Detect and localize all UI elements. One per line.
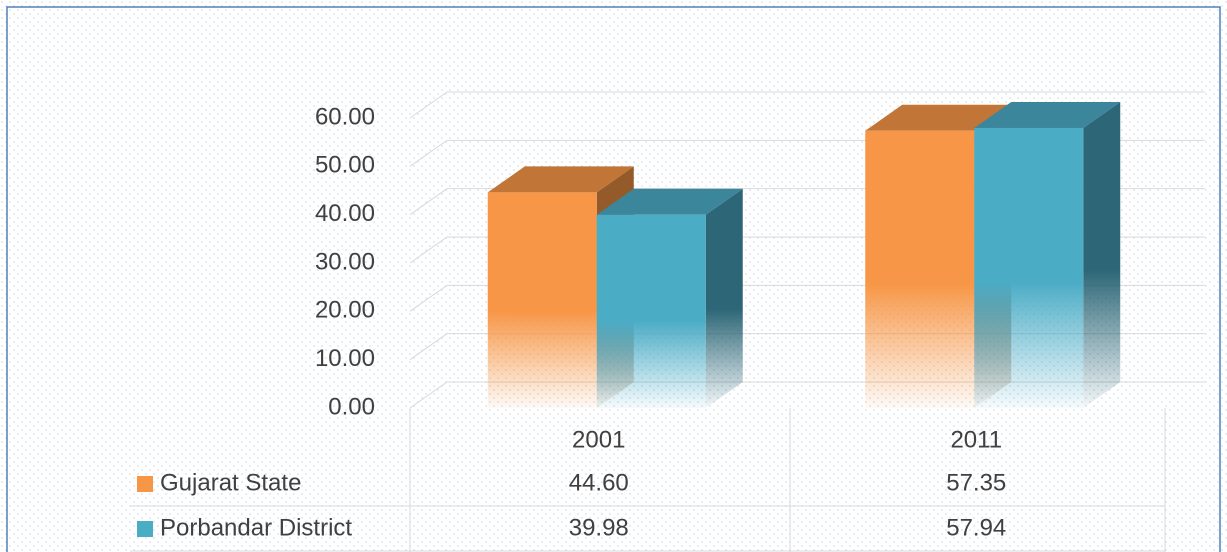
bar [865, 130, 975, 408]
y-tick-label: 20.00 [315, 297, 375, 324]
x-tick-label: 2011 [950, 426, 1002, 453]
bar-top [974, 101, 1121, 128]
y-tick-label: 50.00 [315, 152, 375, 179]
table-value: 57.35 [946, 469, 1006, 496]
y-tick-label: 0.00 [328, 393, 375, 420]
y-tick-label: 30.00 [315, 248, 375, 275]
bar-top [865, 104, 1012, 131]
legend-label: Porbandar District [160, 514, 352, 541]
bar-top [487, 166, 634, 193]
x-tick-label: 2001 [572, 426, 625, 453]
chart-border [6, 6, 1221, 552]
table-value: 39.98 [569, 514, 629, 541]
bar [974, 127, 1084, 408]
bar [487, 192, 597, 408]
bar-side [1083, 101, 1121, 408]
table-value: 57.94 [946, 514, 1006, 541]
bar-top [596, 188, 743, 215]
y-tick-label: 60.00 [315, 103, 375, 130]
legend-swatch [137, 521, 153, 537]
y-tick-label: 40.00 [315, 200, 375, 227]
legend-swatch [137, 476, 153, 492]
bar [596, 214, 706, 408]
legend-label: Gujarat State [160, 469, 301, 496]
y-tick-label: 10.00 [315, 345, 375, 372]
grid-line [409, 91, 1205, 119]
table-value: 44.60 [569, 469, 629, 496]
bar-side [705, 188, 743, 408]
